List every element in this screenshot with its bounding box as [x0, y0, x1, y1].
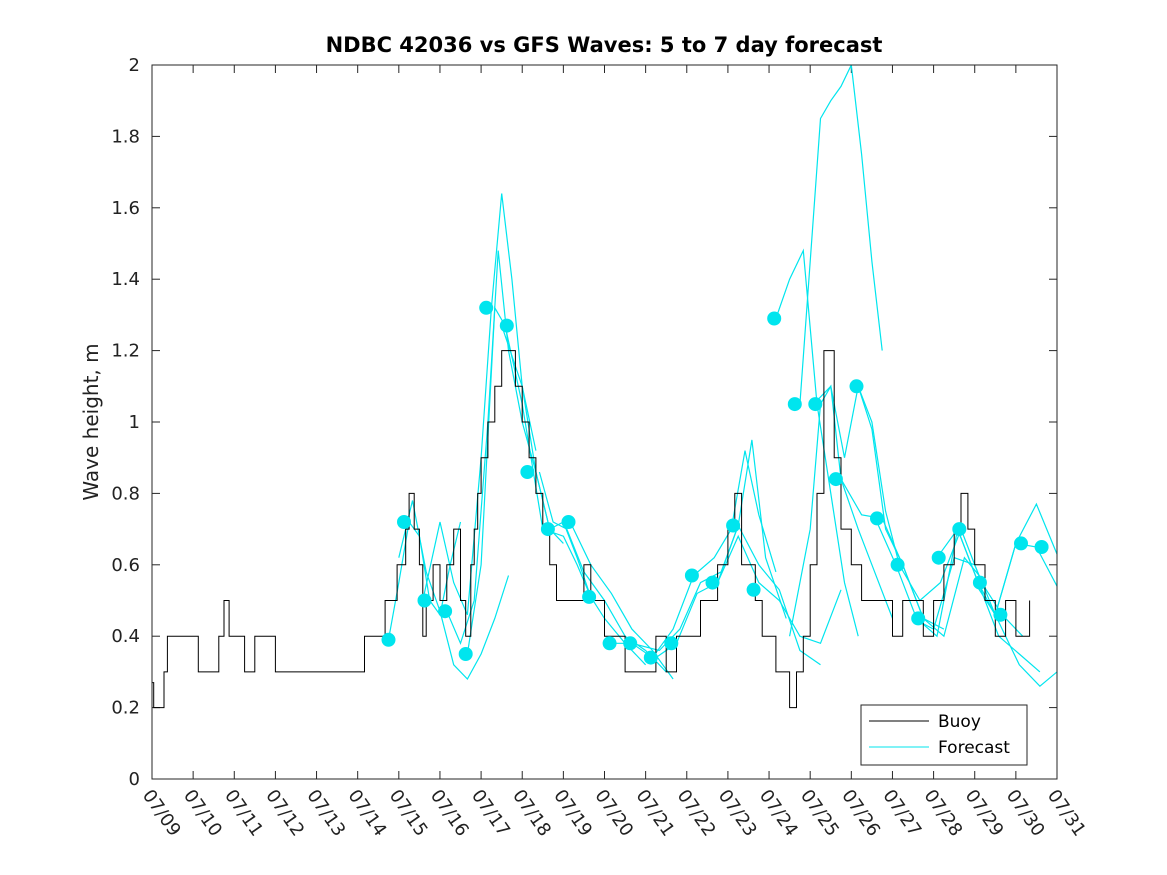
forecast-marker — [438, 604, 453, 619]
forecast-line — [387, 520, 462, 640]
forecast-marker — [870, 511, 884, 526]
forecast-marker — [931, 550, 946, 565]
forecast-marker — [458, 647, 473, 661]
forecast-marker — [499, 318, 514, 333]
forecast-marker — [952, 522, 967, 537]
forecast-line — [717, 534, 842, 645]
forecast-line — [611, 450, 777, 659]
y-tick-label: 1 — [129, 412, 140, 433]
y-tick-label: 2 — [129, 55, 140, 76]
forecast-marker — [705, 575, 720, 590]
forecast-marker — [397, 515, 411, 529]
y-tick-label: 1.8 — [111, 126, 140, 147]
forecast-marker — [520, 465, 535, 479]
forecast-marker — [993, 607, 1008, 622]
forecast-marker — [972, 575, 987, 590]
buoy-line — [152, 350, 1031, 709]
forecast-marker — [849, 379, 864, 394]
forecast-marker — [911, 611, 926, 626]
forecast-marker — [582, 589, 597, 604]
forecast-marker — [381, 632, 396, 647]
forecast-marker — [540, 522, 555, 537]
forecast-line — [789, 384, 894, 637]
y-tick-label: 0.2 — [111, 698, 140, 719]
forecast-marker — [746, 582, 761, 597]
forecast-marker — [726, 518, 741, 533]
forecast-marker — [1014, 536, 1028, 551]
forecast-marker — [808, 397, 823, 412]
forecast-marker — [561, 515, 576, 529]
forecast-marker — [1034, 540, 1049, 554]
y-tick-label: 1.2 — [111, 341, 140, 362]
y-axis: 0 0.2 0.4 0.6 0.8 1 1.2 1.4 1.6 1.8 2 — [111, 55, 1057, 790]
y-tick-label: 0.4 — [111, 626, 140, 647]
y-tick-label: 1.6 — [111, 198, 140, 219]
y-tick-label: 0.8 — [111, 483, 140, 504]
legend-forecast-label: Forecast — [938, 738, 1010, 758]
y-axis-label: Wave height, m — [79, 343, 103, 500]
legend-box — [860, 704, 1028, 766]
y-tick-label: 0 — [129, 769, 140, 790]
forecast-line — [799, 65, 883, 405]
plot-area — [152, 65, 1057, 779]
forecast-marker — [623, 636, 638, 651]
legend: Buoy Forecast — [860, 704, 1028, 766]
forecast-marker — [602, 636, 617, 651]
forecast-marker — [828, 472, 843, 487]
forecast-marker — [664, 636, 679, 651]
y-tick-label: 1.4 — [111, 269, 140, 290]
forecast-line — [857, 386, 1024, 637]
plot-frame — [151, 64, 1058, 780]
forecast-marker — [643, 650, 658, 665]
chart-title: NDBC 42036 vs GFS Waves: 5 to 7 day fore… — [326, 33, 883, 57]
y-tick-label: 0.6 — [111, 555, 140, 576]
forecast-line — [422, 193, 537, 616]
forecast-marker — [417, 593, 432, 608]
forecast-markers — [381, 300, 1049, 665]
forecast-line — [538, 471, 667, 673]
forecast-marker — [767, 311, 782, 326]
forecast-marker — [684, 568, 699, 583]
forecast-line — [398, 500, 510, 681]
forecast-line — [840, 478, 986, 638]
forecast-marker — [890, 557, 905, 572]
forecast-marker — [479, 300, 494, 315]
forecast-marker — [787, 397, 802, 412]
buoy-series — [152, 350, 1031, 709]
legend-buoy-label: Buoy — [938, 712, 981, 732]
